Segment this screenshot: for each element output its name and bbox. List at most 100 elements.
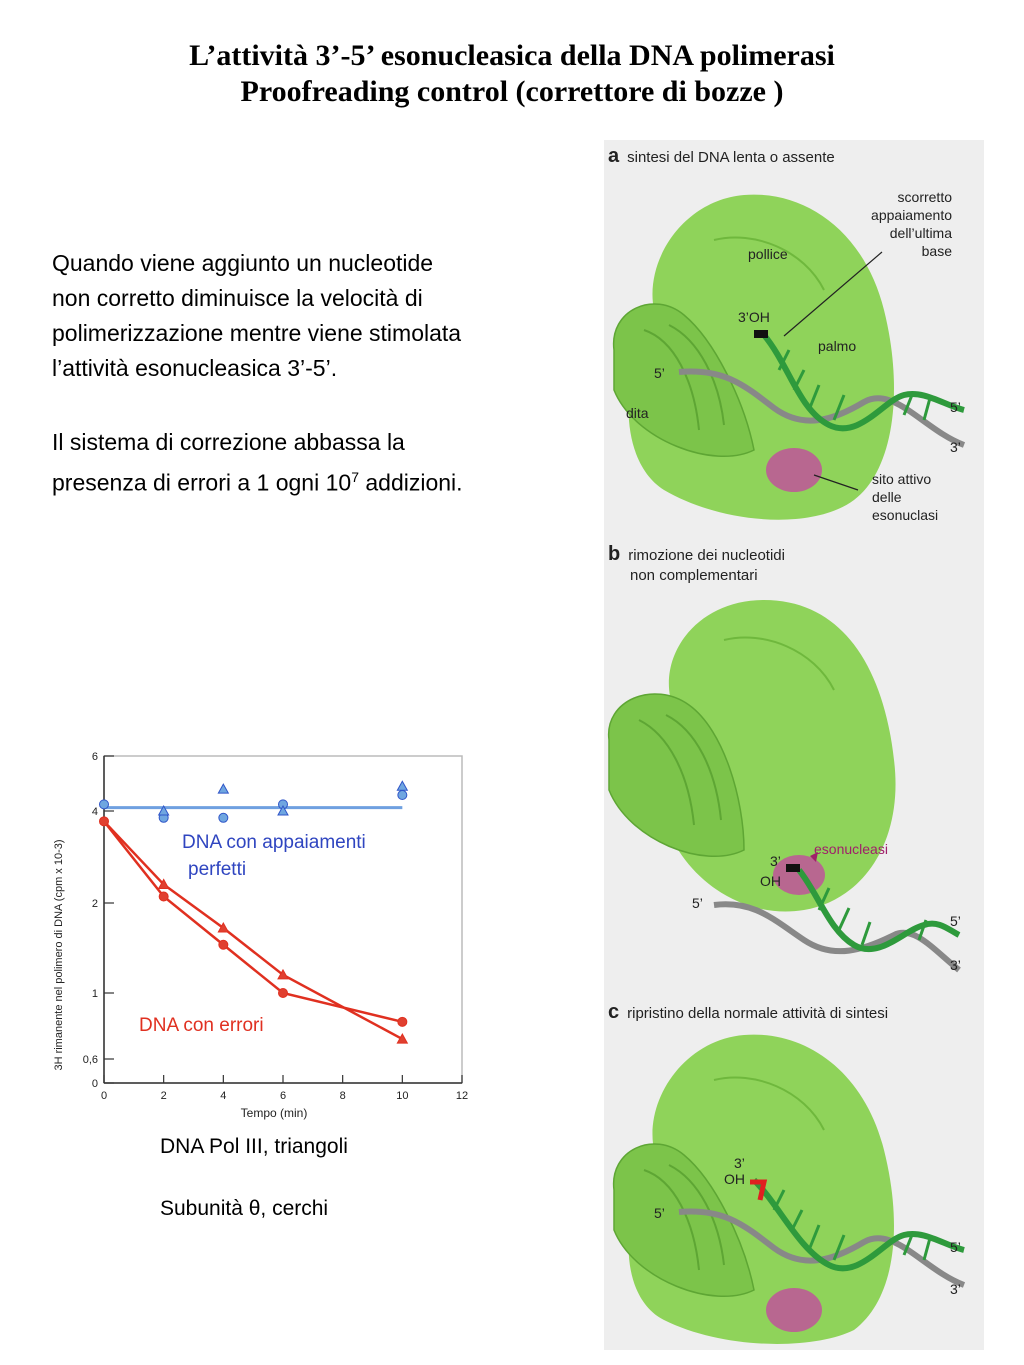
y-tick-label: 4 — [92, 806, 98, 818]
mismatch-base-a — [754, 330, 768, 338]
annotation-errors: DNA con errori — [139, 1015, 264, 1036]
paragraph-2-pre: presenza di errori a 1 ogni 10 — [52, 469, 352, 496]
scorretto-line: dell’ultima — [889, 225, 952, 241]
paragraph-1-line: polimerizzazione mentre viene stimolata — [52, 320, 462, 346]
five-prime-right-c: 5’ — [950, 1239, 961, 1255]
panel-b-label: b rimozione dei nucleotidi non complement… — [608, 544, 785, 586]
enzyme-fingers-c — [613, 1143, 755, 1298]
y-tick-label: 2 — [92, 898, 98, 910]
oh-label-a: 3’OH — [738, 309, 770, 325]
data-point-circle — [397, 1016, 408, 1027]
removed-base-b — [786, 864, 800, 872]
data-point-circle — [397, 790, 408, 801]
paragraph-2-post: addizioni. — [358, 469, 463, 496]
three-prime-b: 3’ — [950, 957, 961, 973]
caption-circles: Subunità θ, cerchi — [160, 1197, 329, 1220]
x-tick-label: 8 — [340, 1090, 346, 1102]
panel-a-text: sintesi del DNA lenta o assente — [627, 149, 835, 166]
chart-marks — [99, 780, 409, 1044]
pollice-label: pollice — [748, 246, 788, 262]
sito-line: delle — [872, 489, 902, 505]
paragraph-1-line: l’attività esonucleasica 3’-5’. — [52, 355, 338, 381]
three-label-c: 3’ — [734, 1155, 745, 1171]
y-tick-label: 1 — [92, 988, 98, 1000]
three-prime-a: 3’ — [950, 439, 961, 455]
sito-line: sito attivo — [872, 471, 932, 487]
figure-panels: a sintesi del DNA lenta o assente scorret… — [604, 140, 984, 1350]
panel-c-label: c ripristino della normale attività di si… — [608, 1002, 888, 1024]
paragraph-1: Quando viene aggiunto un nucleotide non … — [52, 246, 612, 386]
five-prime-left-b: 5’ — [692, 895, 703, 911]
dna-green-strand-c — [751, 1177, 965, 1272]
caption-triangles: DNA Pol III, triangoli — [160, 1135, 348, 1158]
exonuclease-arrow-b — [810, 852, 818, 862]
panel-c-drawing — [613, 1034, 966, 1344]
paragraph-2-line-2: presenza di errori a 1 ogni 107 addizion… — [52, 460, 612, 501]
dna-green-strand-a — [761, 333, 965, 432]
panel-a-letter: a — [608, 145, 620, 167]
data-point-triangle — [396, 780, 409, 791]
y-axis-label: 3H rimanente nel polimero di DNA (cpm x … — [53, 839, 65, 1070]
scorretto-annotation: scorretto appaiamento dell’ultima base — [871, 188, 952, 260]
correct-base-c — [750, 1179, 768, 1201]
palmo-label: palmo — [818, 338, 857, 354]
y-tick-label: 0 — [92, 1078, 98, 1090]
data-point-triangle — [157, 878, 170, 889]
figure-illustration — [604, 140, 984, 1350]
three-label-b: 3’ — [770, 853, 781, 869]
data-point-triangle — [217, 921, 230, 933]
five-prime-left-c: 5’ — [654, 1205, 665, 1221]
paragraph-2: Il sistema di correzione abbassa la pres… — [52, 425, 612, 501]
data-point-triangle — [277, 804, 289, 816]
data-point-triangle — [277, 968, 289, 980]
data-point-circle — [99, 799, 109, 810]
data-point-circle — [99, 816, 109, 827]
paragraph-1-line: non corretto diminuisce la velocità di — [52, 285, 423, 311]
y-tick-label: 6 — [92, 751, 98, 763]
y-tick-label: 0,6 — [83, 1054, 98, 1066]
dna-gray-strand-b — [713, 901, 961, 973]
enzyme-fingers-a — [613, 303, 755, 458]
sito-annotation: sito attivo delle esonuclasi — [872, 470, 938, 524]
x-axis-label: Tempo (min) — [241, 1106, 308, 1120]
x-tick-label: 10 — [396, 1090, 408, 1102]
x-tick-label: 12 — [456, 1090, 468, 1102]
five-prime-right-a: 5’ — [950, 399, 961, 415]
panel-c-letter: c — [608, 1001, 620, 1023]
annotation-perfect-1: DNA con appaiamenti — [182, 832, 366, 853]
paragraph-2-line-1: Il sistema di correzione abbassa la — [52, 429, 405, 455]
title-line-2: Proofreading control (correttore di bozz… — [240, 75, 784, 108]
x-tick-label: 6 — [280, 1090, 286, 1102]
dita-label: dita — [626, 405, 649, 421]
three-prime-c: 3’ — [950, 1281, 961, 1297]
panel-c-text: ripristino della normale attività di sin… — [627, 1005, 889, 1022]
panel-b-text-1: rimozione dei nucleotidi — [628, 547, 785, 564]
five-prime-left-a: 5’ — [654, 365, 665, 381]
x-tick-label: 0 — [101, 1090, 107, 1102]
scorretto-line: base — [921, 243, 952, 259]
data-point-triangle — [157, 804, 170, 816]
data-point-circle — [218, 939, 229, 950]
x-tick-label: 4 — [220, 1090, 226, 1102]
sito-line: esonuclasi — [872, 507, 939, 523]
data-point-triangle — [217, 783, 230, 794]
data-point-circle — [278, 988, 288, 998]
panel-b-drawing — [608, 600, 961, 973]
active-site-a — [766, 448, 822, 492]
data-point-circle — [218, 812, 229, 823]
title-line-1: L’attività 3’-5’ esonucleasica della DNA… — [189, 39, 835, 72]
annotation-perfect-2: perfetti — [188, 859, 246, 880]
oh-label-b: OH — [760, 873, 781, 889]
esonucleasi-label: esonucleasi — [814, 841, 888, 857]
panel-a-label: a sintesi del DNA lenta o assente — [608, 146, 835, 168]
panel-b-letter: b — [608, 543, 621, 565]
x-tick-label: 2 — [161, 1090, 167, 1102]
scorretto-line: scorretto — [897, 189, 952, 205]
paragraph-1-line: Quando viene aggiunto un nucleotide — [52, 250, 434, 276]
data-point-circle — [158, 891, 169, 902]
dna-green-strand-b — [796, 868, 961, 953]
panel-b-text-2: non complementari — [630, 567, 758, 584]
slide-title: L’attività 3’-5’ esonucleasica della DNA… — [0, 38, 1024, 110]
